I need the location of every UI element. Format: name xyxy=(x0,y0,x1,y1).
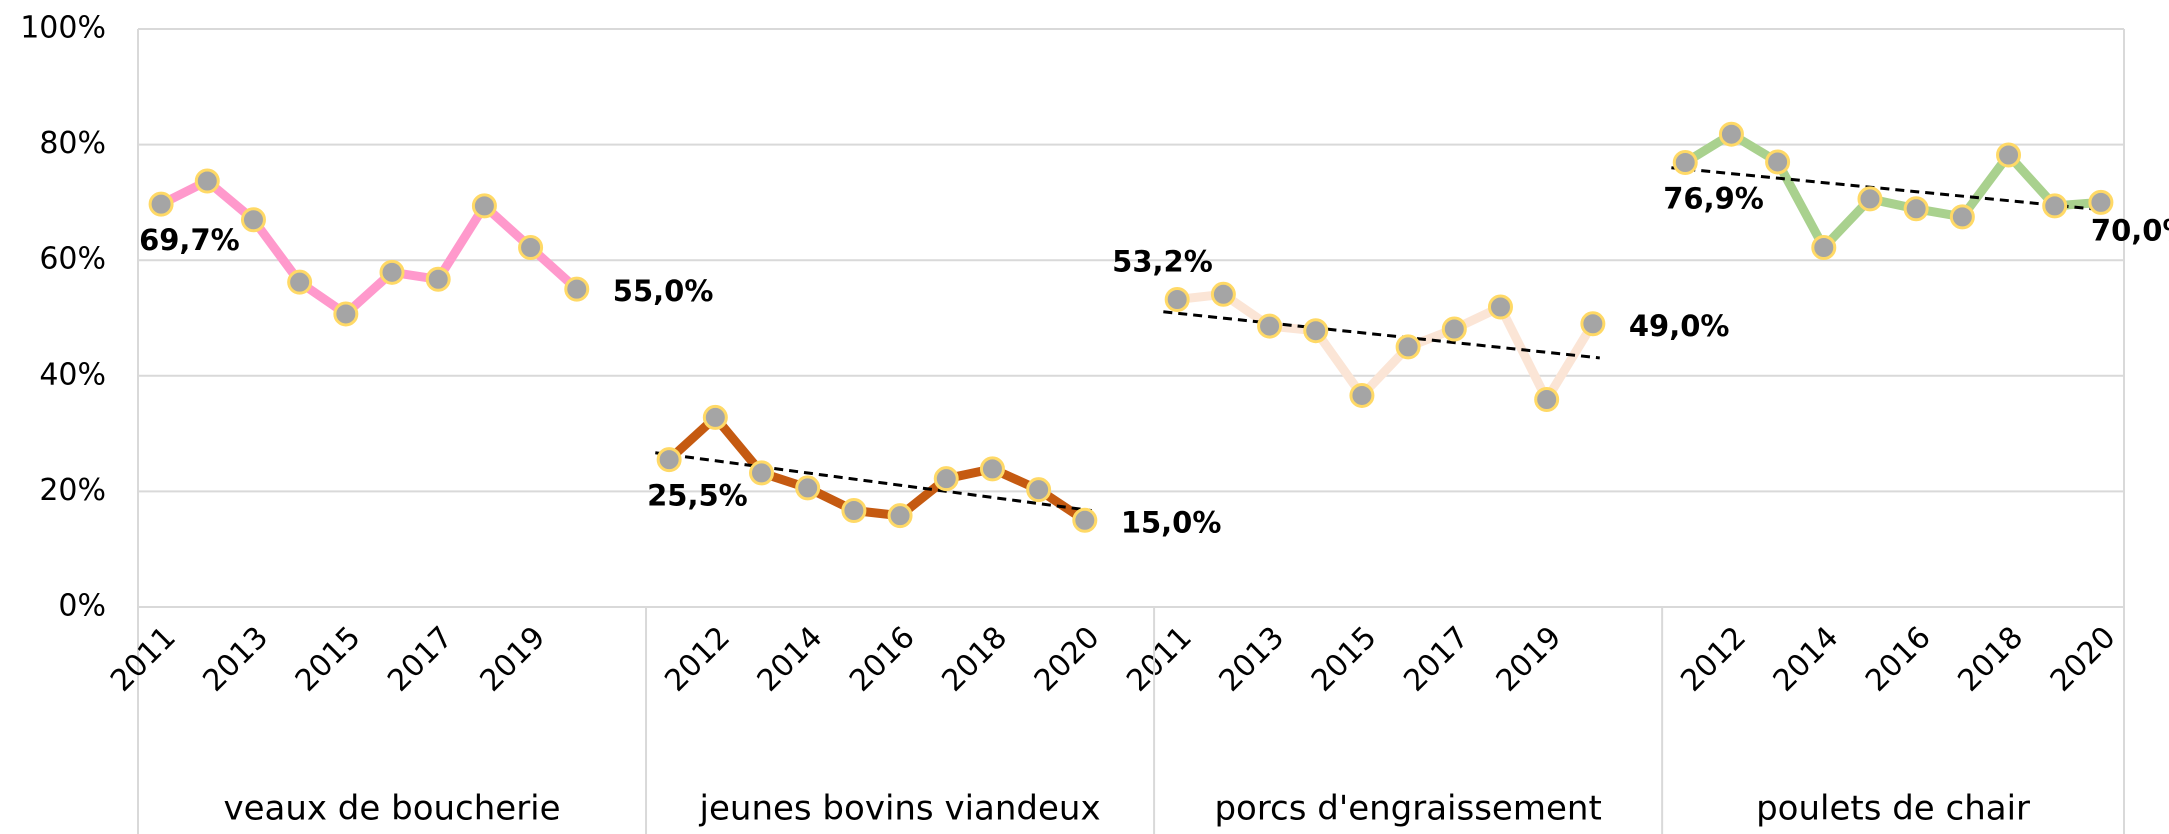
series-line xyxy=(1176,289,1597,404)
marker xyxy=(702,404,728,430)
marker xyxy=(979,456,1005,482)
marker xyxy=(240,207,266,233)
marker xyxy=(425,266,451,292)
x-tick-label: 2018 xyxy=(1951,620,2030,699)
x-tick-label: 2013 xyxy=(196,620,275,699)
marker xyxy=(841,497,867,523)
x-tick-label: 2011 xyxy=(104,620,183,699)
marker xyxy=(887,503,913,529)
marker xyxy=(1026,477,1052,503)
marker xyxy=(379,259,405,285)
marker xyxy=(1534,386,1560,412)
x-tick-label: 2018 xyxy=(935,620,1014,699)
series-line xyxy=(159,176,580,319)
marker xyxy=(933,466,959,492)
data-label: 25,5% xyxy=(647,479,748,513)
y-tick-label: 60% xyxy=(39,242,106,277)
x-tick-label: 2014 xyxy=(1767,620,1846,699)
marker xyxy=(1765,149,1791,175)
x-tick-label: 2012 xyxy=(1674,620,1753,699)
data-label: 15,0% xyxy=(1121,505,1222,539)
data-label: 55,0% xyxy=(613,274,714,308)
x-tick-label: 2011 xyxy=(1120,620,1199,699)
marker xyxy=(1718,121,1744,147)
group-label: jeunes bovins viandeux xyxy=(699,789,1101,829)
y-tick-label: 0% xyxy=(58,589,106,624)
x-tick-label: 2013 xyxy=(1212,620,1291,699)
x-tick-label: 2012 xyxy=(658,620,737,699)
y-tick-label: 100% xyxy=(20,11,106,46)
x-tick-label: 2015 xyxy=(1305,620,1384,699)
group-label: veaux de boucherie xyxy=(223,789,560,829)
y-tick-label: 40% xyxy=(39,357,106,392)
marker xyxy=(795,475,821,501)
marker xyxy=(2088,189,2114,215)
group-label: porcs d'engraissement xyxy=(1214,789,1601,829)
marker xyxy=(1164,287,1190,313)
marker xyxy=(1857,186,1883,212)
y-tick-label: 80% xyxy=(39,126,106,161)
x-tick-label: 2017 xyxy=(1397,620,1476,699)
data-label: 69,7% xyxy=(139,223,240,257)
marker xyxy=(333,301,359,327)
marker xyxy=(1811,234,1837,260)
x-tick-label: 2017 xyxy=(381,620,460,699)
marker xyxy=(1949,204,1975,230)
x-tick-label: 2016 xyxy=(1859,620,1938,699)
marker xyxy=(471,193,497,219)
x-tick-label: 2020 xyxy=(1028,620,1107,699)
marker xyxy=(1580,311,1606,337)
trend-line xyxy=(1671,166,2108,212)
series-line xyxy=(666,412,1088,525)
marker xyxy=(287,269,313,295)
marker xyxy=(1487,294,1513,320)
marker xyxy=(1257,313,1283,339)
data-label: 76,9% xyxy=(1663,182,1764,216)
trend-line xyxy=(1163,310,1600,360)
x-tick-label: 2019 xyxy=(1490,620,1569,699)
marker xyxy=(1210,281,1236,307)
marker xyxy=(1395,334,1421,360)
marker xyxy=(194,168,220,194)
trend-line xyxy=(655,451,1092,513)
data-label: 49,0% xyxy=(1629,309,1730,343)
series-line xyxy=(1682,129,2102,252)
x-tick-label: 2014 xyxy=(751,620,830,699)
data-label: 53,2% xyxy=(1112,245,1213,279)
marker xyxy=(564,276,590,302)
marker xyxy=(1072,507,1098,533)
marker xyxy=(1672,150,1698,176)
x-tick-label: 2020 xyxy=(2044,620,2123,699)
marker xyxy=(1349,382,1375,408)
x-tick-label: 2016 xyxy=(843,620,922,699)
marker xyxy=(1903,196,1929,222)
x-tick-label: 2015 xyxy=(289,620,368,699)
data-label: 70,0% xyxy=(2091,213,2169,247)
marker xyxy=(148,191,174,217)
marker xyxy=(1996,142,2022,168)
marker xyxy=(2042,193,2068,219)
y-tick-label: 20% xyxy=(39,473,106,508)
x-tick-label: 2019 xyxy=(474,620,553,699)
group-label: poulets de chair xyxy=(1756,789,2030,829)
marker xyxy=(656,447,682,473)
marker xyxy=(518,234,544,260)
marker xyxy=(1441,316,1467,342)
marker xyxy=(1303,318,1329,344)
marker xyxy=(749,460,775,486)
